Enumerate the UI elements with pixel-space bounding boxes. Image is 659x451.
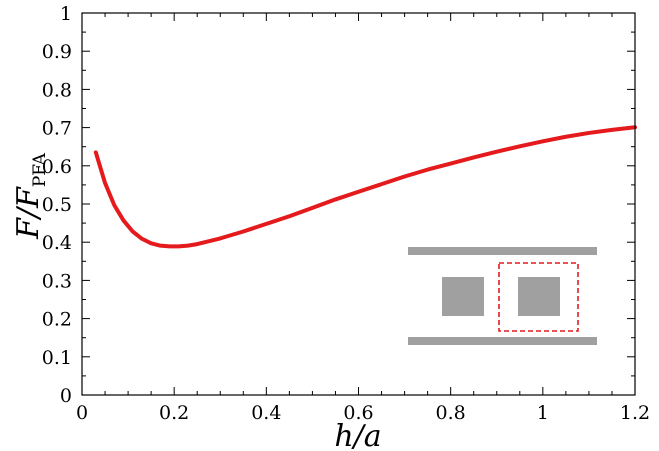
inset-right-block — [518, 277, 560, 316]
svg-text:F/FPFA: F/FPFA — [11, 152, 50, 240]
y-tick-label: 0.3 — [42, 270, 72, 292]
x-tick-label: 1 — [537, 402, 549, 424]
y-tick-label: 0.9 — [42, 41, 72, 63]
x-tick-label: 1.2 — [620, 402, 650, 424]
y-tick-label: 0.4 — [42, 232, 72, 254]
x-axis-label: h/a — [334, 419, 381, 451]
y-tick-label: 0.5 — [42, 194, 72, 216]
inset-schematic — [408, 247, 597, 345]
inset-left-block — [442, 277, 484, 316]
plot-frame — [81, 12, 636, 396]
x-axis-ticks — [81, 13, 636, 395]
y-tick-label: 1 — [60, 3, 72, 25]
series-line-ratio — [93, 125, 637, 249]
y-tick-label: 0 — [60, 385, 72, 407]
y-tick-label: 0.7 — [42, 118, 72, 140]
x-tick-label: 0.2 — [159, 402, 189, 424]
x-axis-tick-labels: 0 0.2 0.4 0.6 0.8 1 1.2 — [76, 402, 650, 424]
y-axis-label-main: F/F — [11, 186, 46, 240]
inset-bottom-plate — [408, 337, 597, 345]
y-tick-label: 0.6 — [42, 156, 72, 178]
x-tick-label: 0.6 — [343, 402, 373, 424]
y-tick-label: 0.8 — [42, 79, 72, 101]
y-tick-label: 0.1 — [42, 347, 72, 369]
x-tick-label: 0.8 — [436, 402, 466, 424]
inset-top-plate — [408, 247, 597, 255]
y-axis-label: F/FPFA — [11, 152, 50, 240]
y-tick-label: 0.2 — [42, 309, 72, 331]
inset-dashed-highlight — [498, 262, 579, 332]
x-tick-label: 0.4 — [251, 402, 281, 424]
y-axis-tick-labels: 0 0.1 0.2 0.3 0.4 0.5 0.6 0.7 0.8 0.9 1 — [42, 3, 72, 407]
y-axis-label-subscript: PFA — [30, 152, 50, 187]
x-tick-label: 0 — [76, 402, 88, 424]
